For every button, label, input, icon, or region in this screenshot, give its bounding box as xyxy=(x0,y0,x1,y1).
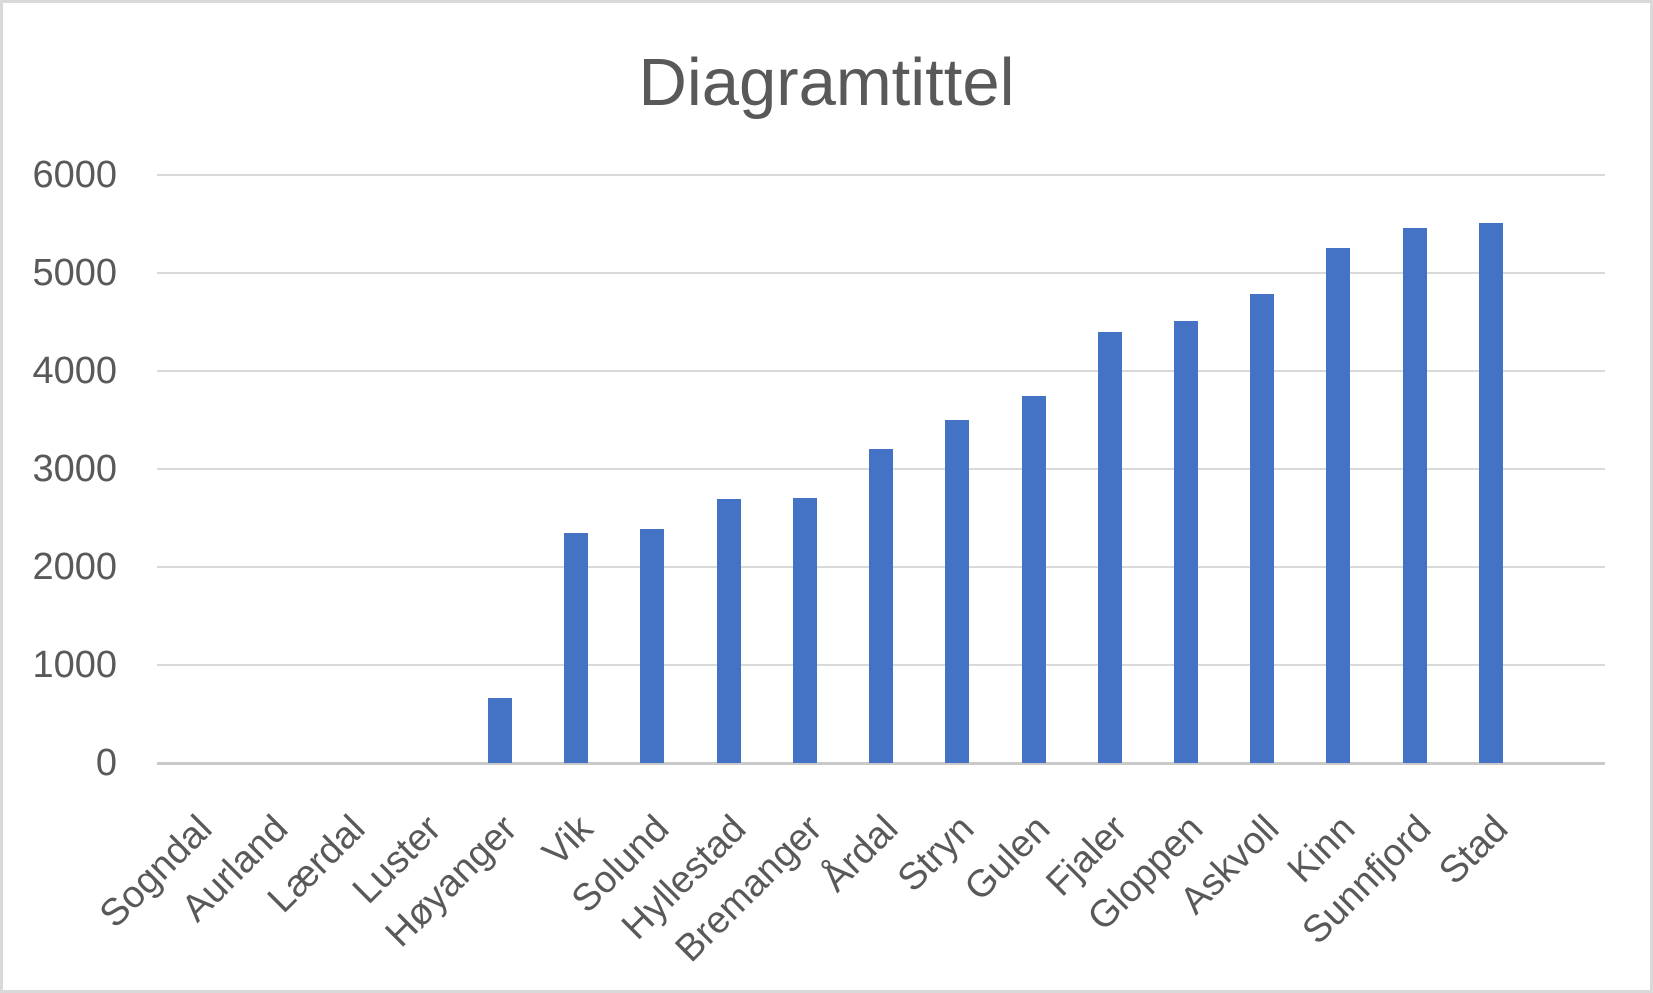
bar-solund xyxy=(640,528,665,763)
bar-hyllestad xyxy=(716,499,741,763)
bar-slot-gulen xyxy=(995,175,1071,763)
bar-slot-vik xyxy=(538,175,614,763)
bars-row xyxy=(157,175,1605,763)
bar-bremanger xyxy=(792,498,817,763)
bar-gloppen xyxy=(1173,321,1198,763)
bar-slot-aurland xyxy=(233,175,309,763)
y-tick-label-5000: 5000 xyxy=(32,252,117,294)
bar-sunnfjord xyxy=(1402,227,1427,763)
bar-fjaler xyxy=(1097,331,1122,763)
bar-stryn xyxy=(945,420,970,763)
y-axis-tick-labels: 0 1000 2000 3000 4000 5000 6000 xyxy=(3,156,117,782)
bar-hoyanger xyxy=(487,698,512,763)
y-tick-label-6000: 6000 xyxy=(32,154,117,196)
bar-ardal xyxy=(869,449,894,763)
bar-kinn xyxy=(1326,247,1351,763)
gridline-4000 xyxy=(157,370,1605,372)
bar-stad xyxy=(1478,223,1503,763)
bar-slot-askvoll xyxy=(1224,175,1300,763)
bar-slot-bremanger xyxy=(767,175,843,763)
gridline-5000 xyxy=(157,272,1605,274)
y-tick-label-0: 0 xyxy=(95,742,117,784)
bar-slot-ardal xyxy=(843,175,919,763)
y-tick-label-1000: 1000 xyxy=(32,644,117,686)
bar-slot-gloppen xyxy=(1148,175,1224,763)
bar-slot-stryn xyxy=(919,175,995,763)
x-axis-line xyxy=(157,761,1605,765)
bar-gulen xyxy=(1021,396,1046,763)
bar-askvoll xyxy=(1250,293,1275,763)
bar-slot-hoyanger xyxy=(462,175,538,763)
bar-slot-solund xyxy=(614,175,690,763)
bar-slot-kinn xyxy=(1300,175,1376,763)
gridline-6000 xyxy=(157,174,1605,176)
y-tick-label-4000: 4000 xyxy=(32,350,117,392)
bar-slot-laerdal xyxy=(309,175,385,763)
bar-slot-sogndal xyxy=(157,175,233,763)
x-axis-category-labels: Sogndal Aurland Lærdal Luster Høyanger Vik Sol… xyxy=(92,763,1605,990)
bar-slot-fjaler xyxy=(1072,175,1148,763)
plot-area xyxy=(157,174,1605,765)
bar-slot-luster xyxy=(386,175,462,763)
y-tick-label-2000: 2000 xyxy=(32,546,117,588)
y-tick-label-3000: 3000 xyxy=(32,448,117,490)
bar-vik xyxy=(564,532,589,763)
bar-slot-sunnfjord xyxy=(1377,175,1453,763)
bar-slot-hyllestad xyxy=(691,175,767,763)
bar-slot-stad xyxy=(1453,175,1529,763)
chart-title: Diagramtittel xyxy=(638,45,1015,120)
